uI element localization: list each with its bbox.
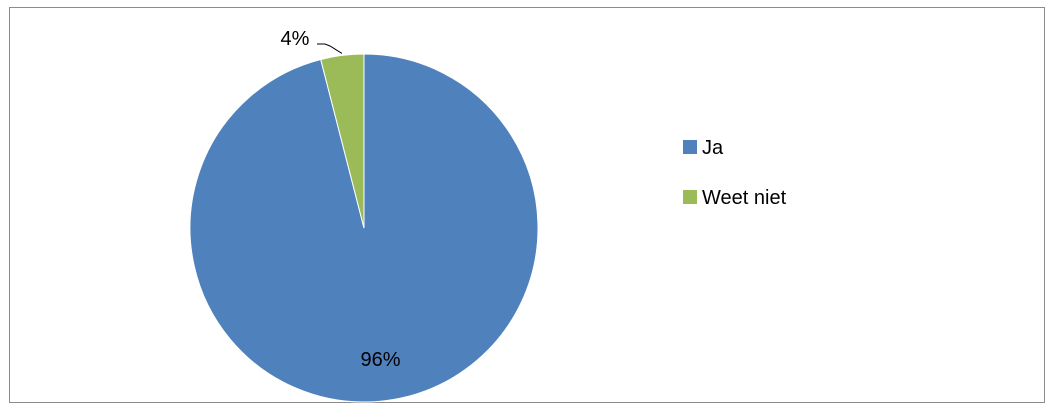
legend-swatch-weet-niet — [683, 190, 697, 204]
pie-slice-weet-niet — [320, 53, 365, 229]
legend: Ja Weet niet — [683, 137, 787, 209]
leader-line-weet-niet — [317, 43, 343, 54]
data-label-weet-niet: 4% — [281, 28, 310, 50]
legend-label-weet-niet: Weet niet — [702, 187, 787, 209]
legend-swatch-ja — [683, 140, 697, 154]
data-label-ja: 96% — [361, 349, 401, 371]
data-labels: 96% 4% — [281, 28, 401, 371]
legend-label-ja: Ja — [702, 137, 724, 159]
pie-slices — [189, 53, 539, 403]
